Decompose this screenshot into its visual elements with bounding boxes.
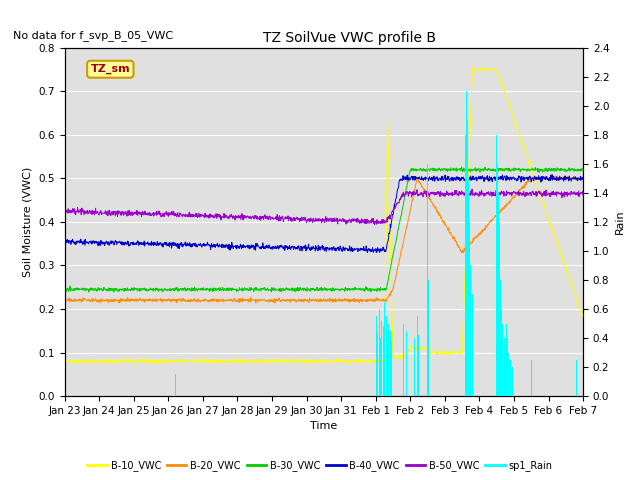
Bar xyxy=(497,164,498,396)
Bar xyxy=(532,367,533,396)
Bar xyxy=(374,324,376,396)
Bar xyxy=(467,120,468,396)
Text: TZ_sm: TZ_sm xyxy=(90,64,130,74)
Bar xyxy=(504,338,505,396)
Bar xyxy=(496,135,497,396)
Bar xyxy=(376,316,377,396)
Bar xyxy=(384,302,385,396)
Bar xyxy=(508,353,509,396)
Bar xyxy=(428,280,429,396)
Bar xyxy=(470,265,471,396)
Y-axis label: Soil Moisture (VWC): Soil Moisture (VWC) xyxy=(23,167,33,277)
X-axis label: Time: Time xyxy=(310,421,337,432)
Bar xyxy=(469,222,470,396)
Bar xyxy=(427,164,428,396)
Bar xyxy=(510,360,511,396)
Legend: B-10_VWC, B-20_VWC, B-30_VWC, B-40_VWC, B-50_VWC, sp1_Rain: B-10_VWC, B-20_VWC, B-30_VWC, B-40_VWC, … xyxy=(83,456,557,475)
Bar xyxy=(498,193,499,396)
Bar xyxy=(499,222,500,396)
Text: No data for f_svp_B_05_VWC: No data for f_svp_B_05_VWC xyxy=(13,30,173,41)
Y-axis label: Rain: Rain xyxy=(615,210,625,234)
Bar xyxy=(391,341,392,396)
Bar xyxy=(501,309,502,396)
Title: TZ SoilVue VWC profile B: TZ SoilVue VWC profile B xyxy=(263,31,436,45)
Bar xyxy=(414,338,415,396)
Bar xyxy=(417,316,418,396)
Bar xyxy=(403,324,404,396)
Bar xyxy=(383,326,384,396)
Bar xyxy=(387,335,388,396)
Bar xyxy=(472,295,473,396)
Bar xyxy=(379,309,380,396)
Bar xyxy=(500,280,501,396)
Bar xyxy=(386,316,387,396)
Bar xyxy=(502,324,503,396)
Bar xyxy=(506,324,507,396)
Bar xyxy=(576,360,577,396)
Bar xyxy=(381,321,382,396)
Bar xyxy=(406,331,407,396)
Bar xyxy=(388,324,389,396)
Bar xyxy=(531,360,532,396)
Bar xyxy=(380,338,381,396)
Bar xyxy=(465,135,466,396)
Bar xyxy=(512,367,513,396)
Bar xyxy=(505,353,506,396)
Bar xyxy=(466,91,467,396)
